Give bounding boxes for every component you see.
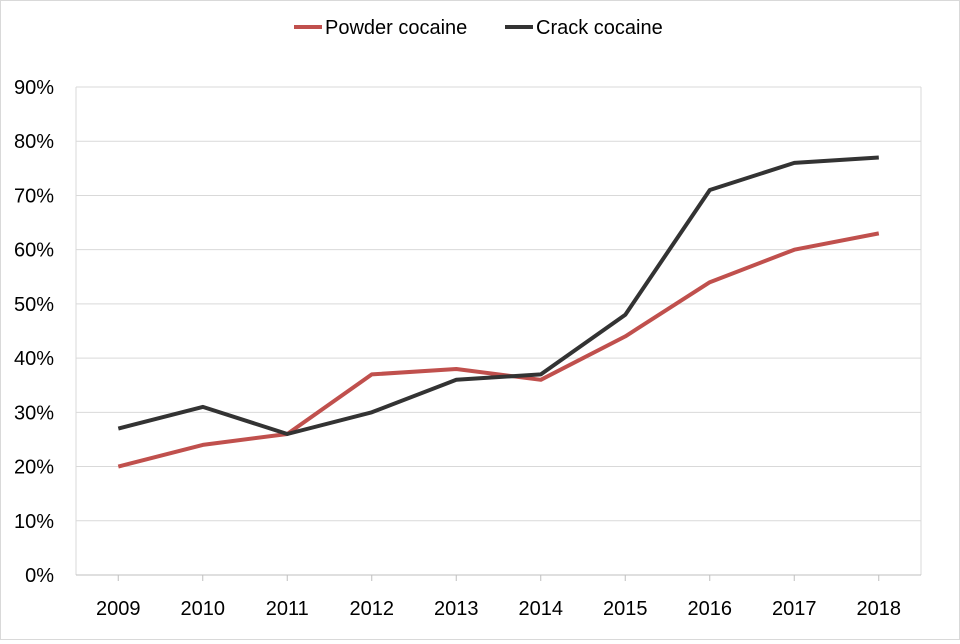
x-tick-label: 2016 [688,598,733,620]
legend-label: Powder cocaine [325,17,467,39]
y-tick-label: 90% [14,77,54,99]
axes [76,87,921,575]
y-tick-label: 30% [14,402,54,424]
y-tick-label: 60% [14,240,54,262]
x-tick-label: 2013 [434,598,479,620]
series-line-crack-cocaine [118,158,879,435]
x-tick-label: 2015 [603,598,648,620]
y-tick-label: 70% [14,185,54,207]
gridlines [76,87,921,521]
legend-label: Crack cocaine [536,17,663,39]
legend: Powder cocaine Crack cocaine [294,17,663,39]
x-tick-label: 2010 [181,598,226,620]
y-tick-label: 80% [14,131,54,153]
y-tick-label: 40% [14,348,54,370]
x-tick-label: 2009 [96,598,141,620]
x-tick-label: 2017 [772,598,817,620]
x-tick-label: 2014 [519,598,564,620]
y-tick-label: 10% [14,511,54,533]
series-lines [118,157,879,466]
y-tick-label: 50% [14,294,54,316]
x-tick-label: 2011 [266,598,309,620]
y-tick-label: 20% [14,457,54,479]
x-tick-label: 2018 [857,598,902,620]
x-tick-label: 2012 [350,598,395,620]
x-axis-ticks: 2009 2010 2011 2012 2013 2014 2015 2016 2017 2018 [96,575,901,620]
y-axis-ticks: 0% 10% 20% 30% 40% 50% 60% 70% 80% 90% [14,77,54,587]
series-line-powder-cocaine [118,233,879,466]
y-tick-label: 0% [25,565,54,587]
